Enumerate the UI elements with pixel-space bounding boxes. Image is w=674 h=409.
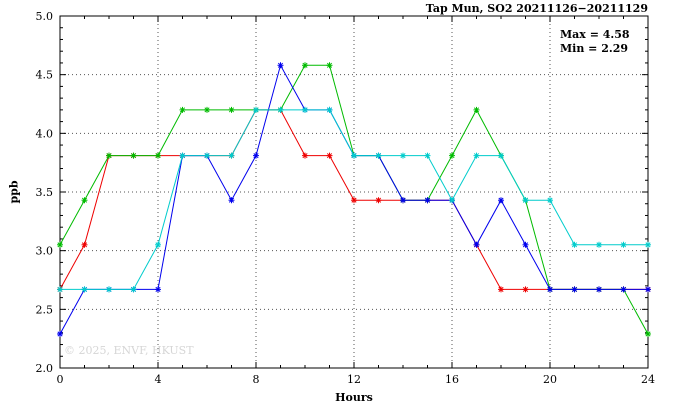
data-point-marker <box>155 241 161 248</box>
data-point-marker <box>106 286 112 293</box>
x-tick-label: 24 <box>641 373 655 386</box>
data-point-marker <box>106 152 112 159</box>
data-point-marker <box>473 106 480 113</box>
data-point-marker <box>547 197 553 204</box>
data-point-marker <box>130 286 137 293</box>
data-point-marker <box>645 286 651 293</box>
data-point-marker <box>351 197 357 204</box>
data-point-marker <box>179 106 186 113</box>
data-point-marker <box>81 286 88 293</box>
maxmin-annotation: Max = 4.58 Min = 2.29 <box>560 28 630 56</box>
watermark: © 2025, ENVF, HKUST <box>64 344 194 357</box>
series-20211129 <box>57 106 651 293</box>
data-point-marker <box>498 286 504 293</box>
x-axis-title: Hours <box>335 391 373 404</box>
y-tick-label: 2.0 <box>36 362 54 375</box>
data-point-marker <box>400 197 406 204</box>
min-label: Min = 2.29 <box>560 42 629 55</box>
data-point-marker <box>302 62 308 69</box>
y-tick-label: 3.5 <box>36 186 54 199</box>
data-point-marker <box>302 152 308 159</box>
data-point-marker <box>326 62 333 69</box>
data-point-marker <box>473 152 480 159</box>
data-point-marker <box>424 152 431 159</box>
data-point-marker <box>351 152 357 159</box>
data-point-marker <box>547 286 553 293</box>
data-point-marker <box>449 152 455 159</box>
data-point-marker <box>522 286 529 293</box>
data-point-marker <box>277 106 284 113</box>
data-point-marker <box>596 286 602 293</box>
data-point-marker <box>424 197 431 204</box>
x-tick-label: 20 <box>543 373 557 386</box>
data-point-marker <box>473 241 480 248</box>
chart-title: Tap Mun, SO2 20211126−20211129 <box>425 2 648 15</box>
data-point-marker <box>326 106 333 113</box>
data-point-marker <box>449 197 455 204</box>
data-point-marker <box>253 106 259 113</box>
data-point-marker <box>571 241 578 248</box>
data-point-marker <box>645 330 651 337</box>
data-point-marker <box>228 106 235 113</box>
data-point-marker <box>645 241 651 248</box>
data-point-marker <box>302 106 308 113</box>
data-point-marker <box>400 152 406 159</box>
data-point-marker <box>596 241 602 248</box>
data-point-marker <box>522 197 529 204</box>
data-point-marker <box>620 286 627 293</box>
data-point-marker <box>375 152 382 159</box>
data-point-marker <box>253 152 259 159</box>
data-point-marker <box>204 152 210 159</box>
data-point-marker <box>130 152 137 159</box>
y-tick-label: 3.0 <box>36 245 54 258</box>
data-point-marker <box>228 152 235 159</box>
data-point-marker <box>498 197 504 204</box>
x-tick-label: 16 <box>445 373 459 386</box>
data-point-marker <box>571 286 578 293</box>
data-point-marker <box>620 241 627 248</box>
data-point-marker <box>155 152 161 159</box>
data-point-marker <box>57 286 63 293</box>
x-tick-label: 0 <box>57 373 64 386</box>
y-axis-title: ppb <box>7 180 21 204</box>
y-tick-label: 2.5 <box>36 303 54 316</box>
y-tick-label: 4.0 <box>36 127 54 140</box>
data-point-marker <box>155 286 161 293</box>
data-point-marker <box>326 152 333 159</box>
data-point-marker <box>57 241 63 248</box>
y-tick-label: 5.0 <box>36 10 54 23</box>
data-point-marker <box>81 197 88 204</box>
data-point-marker <box>228 197 235 204</box>
data-point-marker <box>498 152 504 159</box>
data-point-marker <box>81 241 88 248</box>
max-label: Max = 4.58 <box>560 28 630 41</box>
data-point-marker <box>179 152 186 159</box>
data-point-marker <box>277 62 284 69</box>
x-tick-label: 12 <box>347 373 361 386</box>
y-tick-label: 4.5 <box>36 69 54 82</box>
data-point-marker <box>57 330 63 337</box>
data-point-marker <box>204 106 210 113</box>
x-tick-label: 4 <box>155 373 162 386</box>
x-tick-label: 8 <box>253 373 260 386</box>
data-point-marker <box>375 197 382 204</box>
data-point-marker <box>522 241 529 248</box>
